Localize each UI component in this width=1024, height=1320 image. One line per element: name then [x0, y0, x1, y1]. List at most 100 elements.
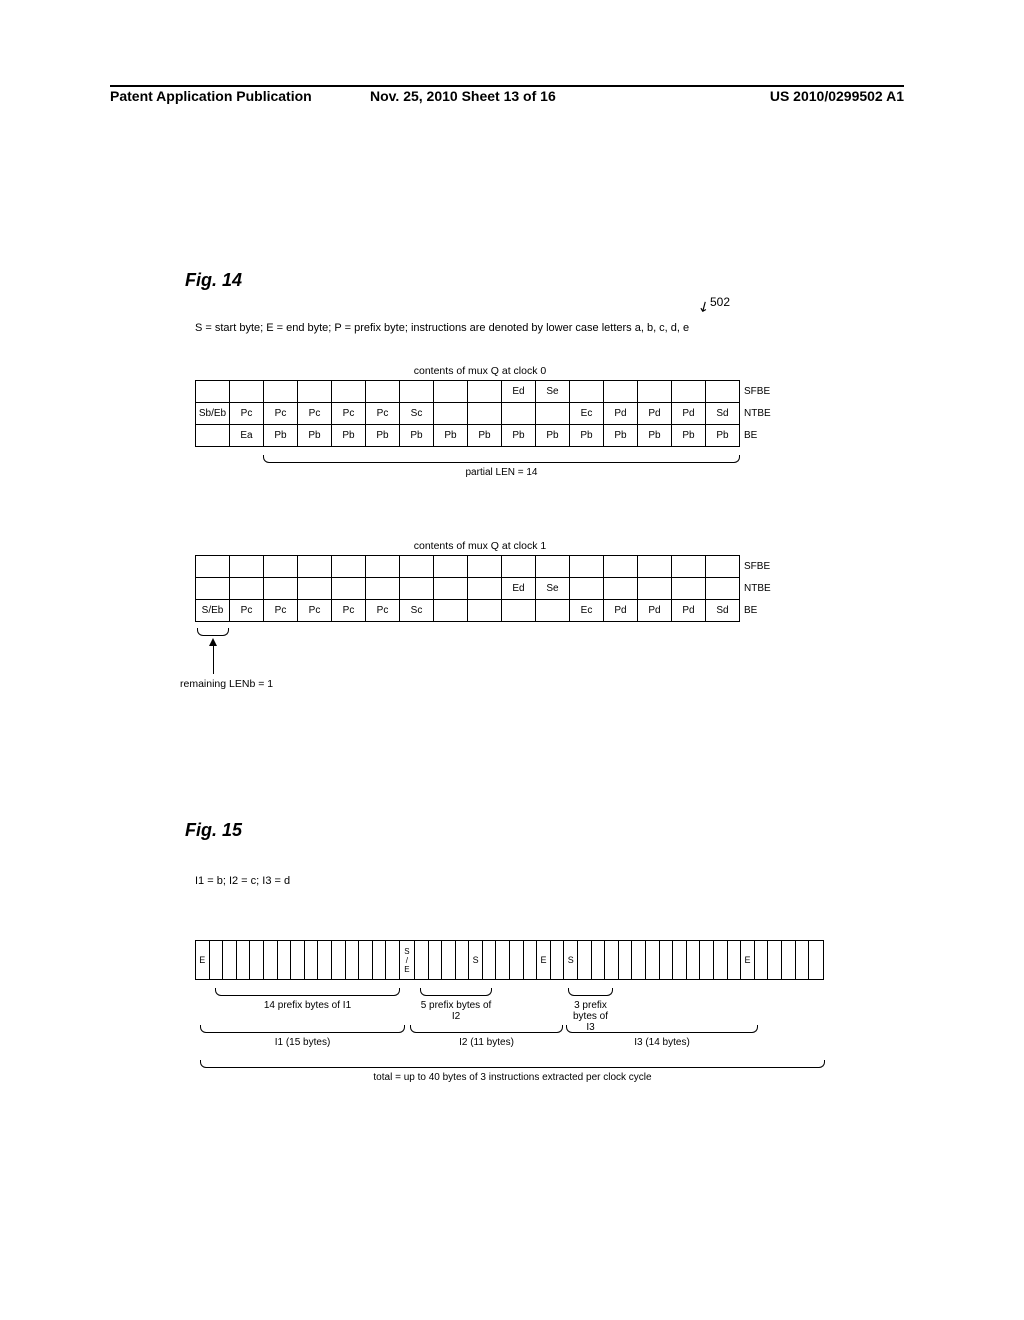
- byte-cell: [264, 941, 278, 979]
- mux-table-1: SFBE Ed Se NTBE S/Eb Pc Pc Pc Pc: [195, 555, 780, 622]
- cell: [672, 381, 706, 403]
- cell: Sb/Eb: [196, 403, 230, 425]
- table1-caption: contents of mux Q at clock 1: [400, 540, 560, 552]
- byte-cell: [660, 941, 674, 979]
- cell: Pc: [366, 403, 400, 425]
- header-rule: [110, 85, 904, 87]
- cell: [400, 556, 434, 578]
- cell: [434, 600, 468, 622]
- cell: Ed: [502, 381, 536, 403]
- cell: [298, 381, 332, 403]
- cell: [570, 578, 604, 600]
- cell: [264, 578, 298, 600]
- cell: [434, 403, 468, 425]
- byte-cell: [223, 941, 237, 979]
- byte-cell: [456, 941, 470, 979]
- table-row: Ed Se NTBE: [196, 578, 780, 600]
- byte-cell: E: [741, 941, 755, 979]
- cell: Pb: [502, 425, 536, 447]
- cell: Pb: [604, 425, 638, 447]
- cell: Pc: [298, 403, 332, 425]
- cell: Pb: [706, 425, 740, 447]
- cell: Pd: [638, 600, 672, 622]
- brace-label: partial LEN = 14: [263, 467, 740, 478]
- cell: [196, 578, 230, 600]
- byte-cell: [210, 941, 224, 979]
- ref-502: 502: [710, 295, 730, 309]
- cell: [468, 578, 502, 600]
- cell: [366, 578, 400, 600]
- byte-cell: E: [196, 941, 210, 979]
- cell: Sc: [400, 403, 434, 425]
- byte-cell: [782, 941, 796, 979]
- byte-cell: [592, 941, 606, 979]
- cell: [434, 578, 468, 600]
- table-row: Ed Se SFBE: [196, 381, 780, 403]
- byte-cell: [415, 941, 429, 979]
- cell: Pc: [264, 403, 298, 425]
- cell: [672, 578, 706, 600]
- byte-cell: [386, 941, 400, 979]
- cell: Pd: [604, 600, 638, 622]
- cell: [604, 381, 638, 403]
- cell: [604, 556, 638, 578]
- byte-cell: [687, 941, 701, 979]
- table-row: SFBE: [196, 556, 780, 578]
- row-label: BE: [740, 425, 780, 447]
- byte-cell: [700, 941, 714, 979]
- fig15-legend: I1 = b; I2 = c; I3 = d: [195, 875, 290, 887]
- brace-label: 14 prefix bytes of I1: [215, 1000, 400, 1011]
- cell: [468, 381, 502, 403]
- byte-cell: E: [537, 941, 551, 979]
- cell: [332, 381, 366, 403]
- cell: Pb: [400, 425, 434, 447]
- header-mid: Nov. 25, 2010 Sheet 13 of 16: [370, 88, 556, 104]
- byte-cell: [605, 941, 619, 979]
- byte-cell: [673, 941, 687, 979]
- header-right: US 2010/0299502 A1: [770, 88, 904, 104]
- table-row: Ea Pb Pb Pb Pb Pb Pb Pb Pb Pb Pb Pb Pb P…: [196, 425, 780, 447]
- cell: Pb: [638, 425, 672, 447]
- cell: Pb: [264, 425, 298, 447]
- byte-cell: [278, 941, 292, 979]
- brace-instr-i2: I2 (11 bytes): [410, 1025, 563, 1048]
- cell: [400, 381, 434, 403]
- byte-cell: [429, 941, 443, 979]
- byte-cell: [646, 941, 660, 979]
- cell: [434, 556, 468, 578]
- cell: [434, 381, 468, 403]
- cell: [196, 381, 230, 403]
- cell: [638, 381, 672, 403]
- cell: [536, 600, 570, 622]
- cell: Pc: [298, 600, 332, 622]
- cell: [400, 578, 434, 600]
- cell: S/Eb: [196, 600, 230, 622]
- byte-cell: [305, 941, 319, 979]
- cell: Pb: [332, 425, 366, 447]
- cell: Ec: [570, 600, 604, 622]
- cell: Pc: [332, 600, 366, 622]
- cell: [468, 403, 502, 425]
- byte-cell: [632, 941, 646, 979]
- cell: [672, 556, 706, 578]
- byte-cell: [483, 941, 497, 979]
- byte-cell: [768, 941, 782, 979]
- cell: [230, 556, 264, 578]
- cell: [502, 600, 536, 622]
- cell: Sd: [706, 600, 740, 622]
- byte-cell: [578, 941, 592, 979]
- cell: [298, 578, 332, 600]
- patent-page: Patent Application Publication Nov. 25, …: [0, 0, 1024, 1320]
- cell: Pd: [604, 403, 638, 425]
- cell: Se: [536, 578, 570, 600]
- cell: [536, 556, 570, 578]
- byte-cell: S: [564, 941, 578, 979]
- byte-cell: [250, 941, 264, 979]
- cell: Pb: [672, 425, 706, 447]
- byte-cell: [809, 941, 823, 979]
- cell: Pb: [434, 425, 468, 447]
- byte-cell: [524, 941, 538, 979]
- fig14-legend: S = start byte; E = end byte; P = prefix…: [195, 322, 689, 334]
- cell: [536, 403, 570, 425]
- brace-label: total = up to 40 bytes of 3 instructions…: [200, 1072, 825, 1083]
